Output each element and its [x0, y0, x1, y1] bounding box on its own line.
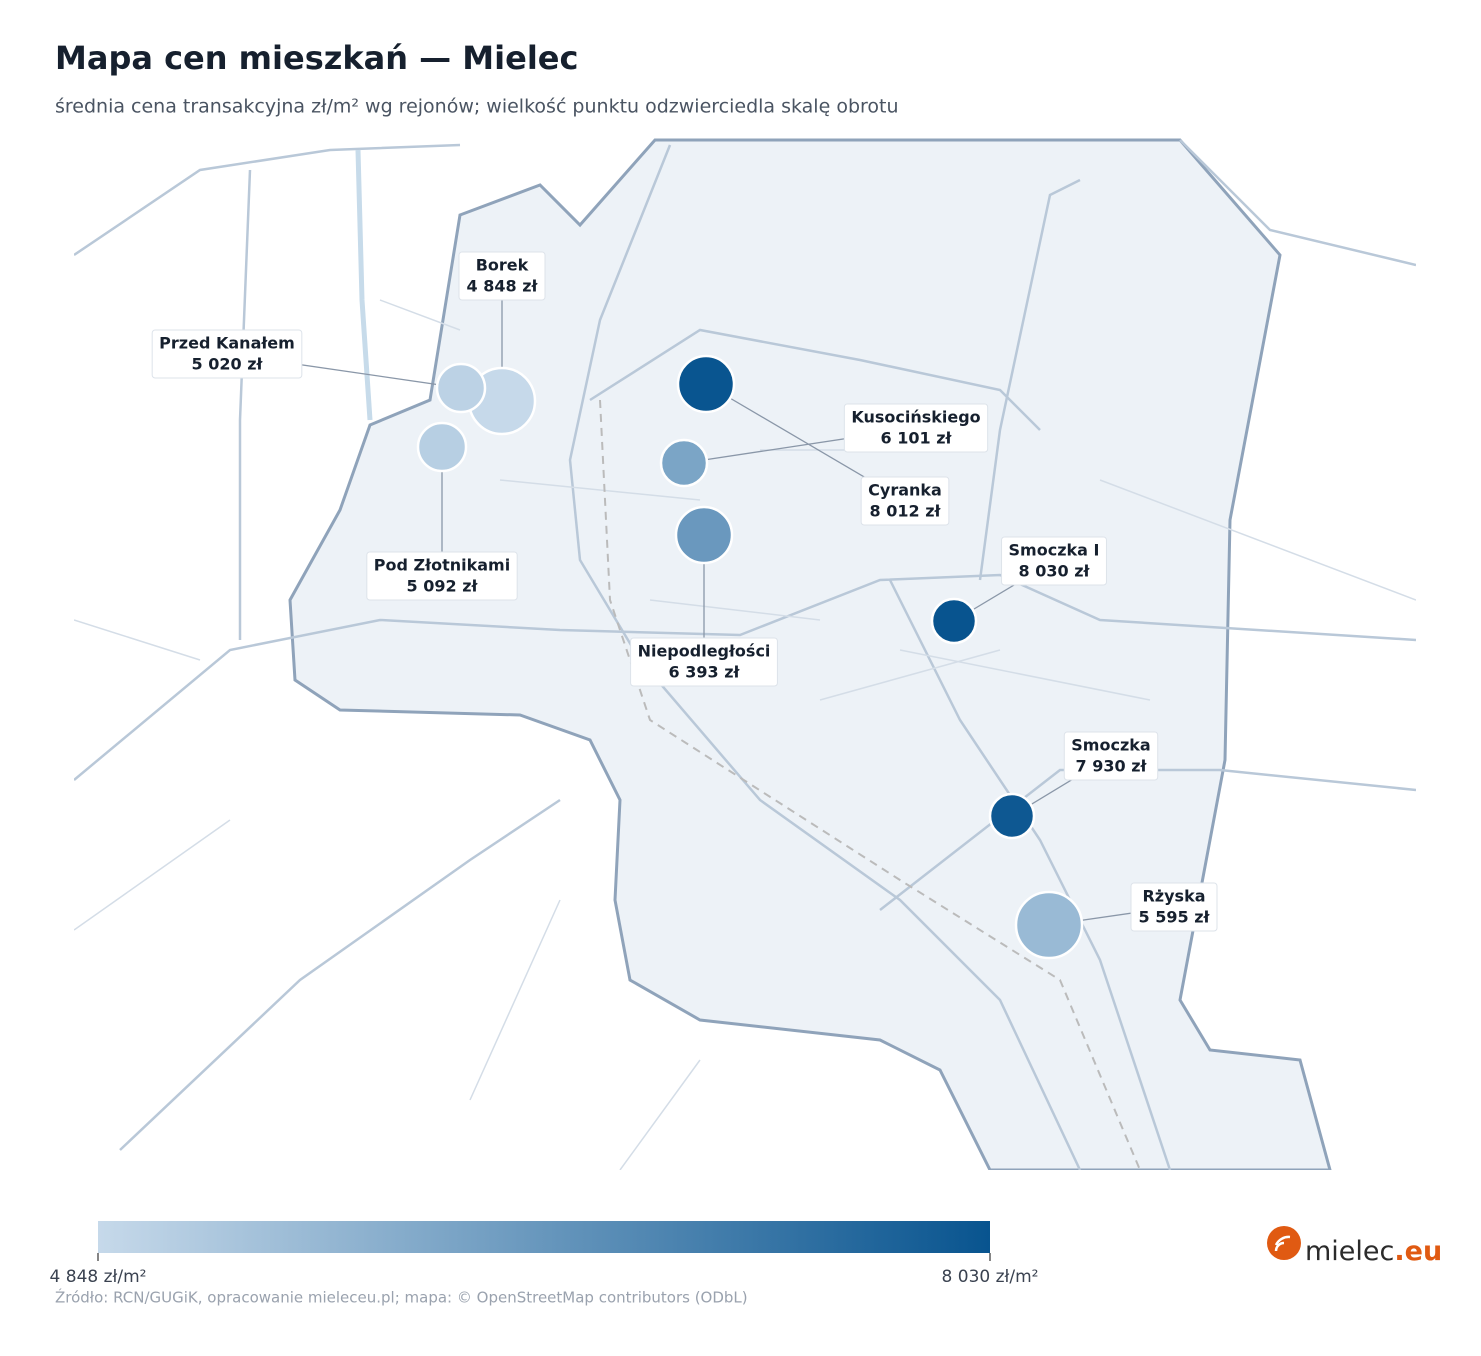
marker: [416, 421, 468, 473]
points: Borek 4 848 zł Przed Kanałem 5 020 zł Pod Zł…: [151, 251, 1218, 960]
region-name: Cyranka: [868, 481, 942, 500]
region-name: Smoczka I: [1009, 541, 1100, 560]
label-box: [458, 251, 546, 301]
colorbar-label: 8 030 zł/m²: [942, 1267, 1039, 1287]
region-value: 4 848 zł: [467, 277, 539, 296]
region-value: 5 092 zł: [407, 577, 479, 596]
marker: [988, 792, 1036, 840]
region-name: Przed Kanałem: [159, 334, 295, 353]
source: Źródło: RCN/GUGiK, opracowanie mieleceu.…: [55, 1288, 748, 1307]
colorbar: [98, 1221, 990, 1253]
region-value: 7 930 zł: [1076, 757, 1148, 776]
region-value: 8 012 zł: [870, 502, 942, 521]
marker: [676, 354, 736, 414]
colorbar-ticks: 4 848 zł/m² 8 030 zł/m²: [50, 1253, 1039, 1287]
title: Mapa cen mieszkań — Mielec: [55, 39, 578, 77]
region-name: Rżyska: [1142, 887, 1205, 906]
region-value: 5 595 zł: [1139, 908, 1211, 927]
region-name: Kusocińskiego: [851, 408, 980, 427]
region-name: Smoczka: [1071, 736, 1150, 755]
label-box: [860, 476, 950, 526]
logo-name: mielec: [1305, 1236, 1394, 1267]
region-value: 8 030 zł: [1019, 562, 1091, 581]
logo: mielec.eu: [1267, 1226, 1442, 1267]
region-name: Borek: [476, 256, 529, 275]
region-value: 6 393 zł: [669, 663, 741, 682]
marker: [930, 597, 978, 645]
marker: [435, 362, 487, 414]
marker: [1014, 890, 1084, 960]
label-box: [366, 551, 518, 601]
region-name: Pod Złotnikami: [374, 556, 510, 575]
labels: Borek 4 848 zł Przed Kanałem 5 020 zł Pod Zł…: [151, 251, 1218, 932]
label-box: [151, 329, 303, 379]
marker: [674, 505, 734, 565]
label-box: [630, 637, 778, 687]
label-box: [1063, 731, 1159, 781]
subtitle: średnia cena transakcyjna zł/m² wg rejon…: [55, 96, 899, 118]
markers: [416, 354, 1084, 960]
colorbar-label: 4 848 zł/m²: [50, 1267, 147, 1287]
label-box: [1001, 536, 1107, 586]
region-value: 6 101 zł: [881, 429, 953, 448]
logo-suffix: .eu: [1394, 1236, 1442, 1267]
logo-text: mielec.eu: [1305, 1236, 1442, 1267]
label-box: [1130, 882, 1218, 932]
marker: [659, 438, 709, 488]
label-box: [843, 403, 989, 453]
region-value: 5 020 zł: [192, 355, 264, 374]
region-name: Niepodległości: [638, 642, 771, 661]
